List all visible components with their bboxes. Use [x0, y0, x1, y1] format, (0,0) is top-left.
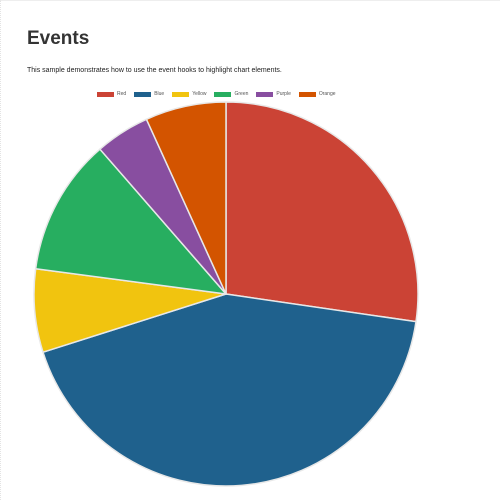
- legend-swatch: [172, 91, 190, 97]
- legend-item-orange[interactable]: Orange: [298, 90, 336, 98]
- legend-item-yellow[interactable]: Yellow: [172, 90, 206, 98]
- legend-swatch: [134, 91, 152, 97]
- legend-item-red[interactable]: Red: [97, 90, 126, 98]
- pie-slice-blue[interactable]: [42, 293, 417, 487]
- legend-swatch: [97, 91, 114, 97]
- pie-slice-green[interactable]: [34, 148, 228, 296]
- legend-label: Yellow: [192, 91, 207, 97]
- legend-label: Purple: [276, 91, 291, 97]
- legend-item-blue[interactable]: Blue: [134, 90, 164, 98]
- page-title: Events: [27, 28, 90, 49]
- legend-item-green[interactable]: Green: [214, 90, 248, 98]
- page-description: This sample demonstrates how to use the …: [27, 67, 282, 74]
- chart-legend: Red Blue Yellow Green Purple Orange: [97, 89, 336, 99]
- legend-swatch: [298, 91, 316, 97]
- legend-label: Blue: [154, 91, 165, 97]
- legend-label: Orange: [318, 91, 336, 97]
- legend-swatch: [256, 91, 274, 97]
- pie-slice-orange[interactable]: [145, 101, 227, 295]
- legend-label: Red: [117, 91, 127, 97]
- legend-label: Green: [234, 91, 249, 97]
- legend-item-purple[interactable]: Purple: [256, 90, 291, 98]
- pie-slice-red[interactable]: [225, 101, 419, 323]
- legend-swatch: [214, 91, 232, 97]
